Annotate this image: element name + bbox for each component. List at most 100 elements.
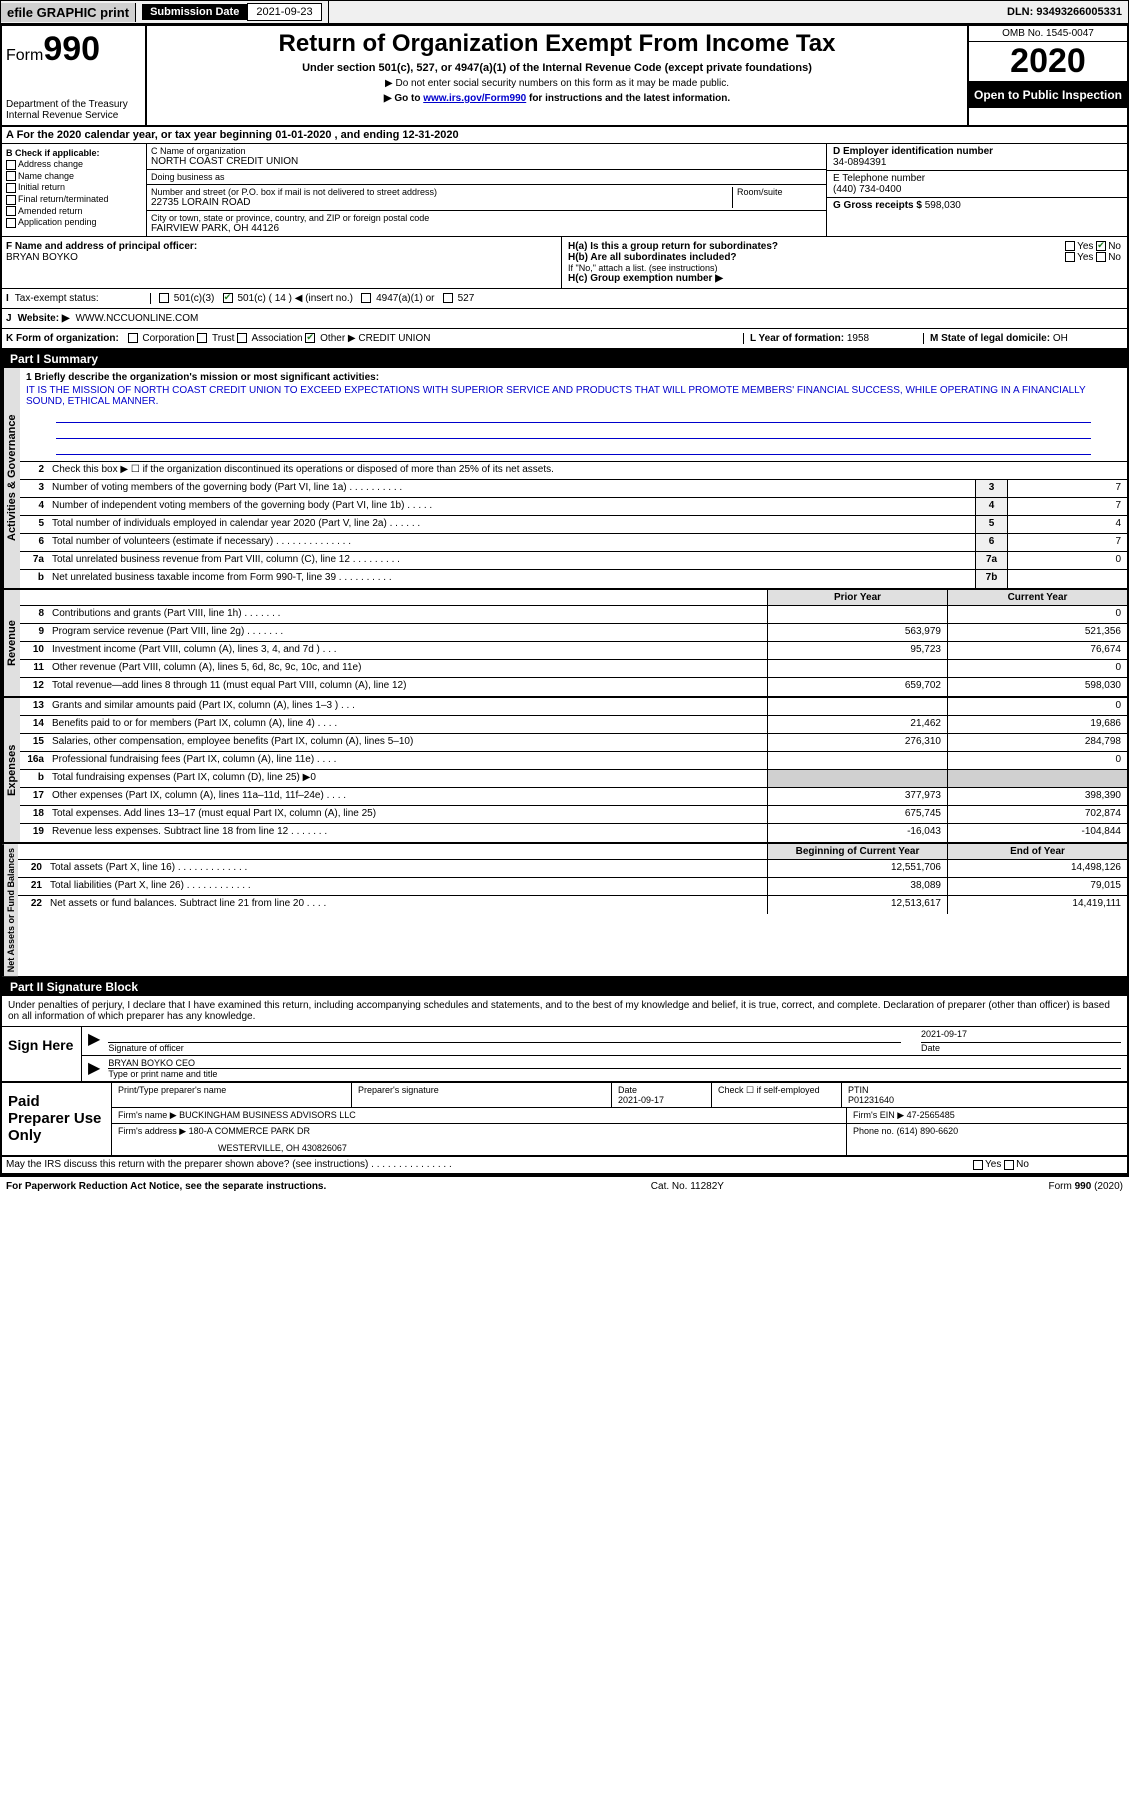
line-5: 5Total number of individuals employed in… [20,516,1127,534]
ln-val: 7 [1007,534,1127,551]
ptin: PTIN P01231640 [842,1083,1127,1107]
hb-no[interactable] [1096,252,1106,262]
ln-num: 8 [20,606,48,623]
sign-arrow-2: ▶ [88,1058,100,1079]
firm-name-value: BUCKINGHAM BUSINESS ADVISORS LLC [179,1110,356,1120]
note2-post: for instructions and the latest informat… [526,93,730,104]
officer-name-title: BRYAN BOYKO CEO [108,1058,1121,1069]
preparer-date-label: Date [618,1085,705,1095]
chk-other[interactable] [305,333,315,343]
website-row: J Website: ▶ WWW.NCCUONLINE.COM [2,309,1127,329]
ln-num: 19 [20,824,48,842]
ln-text: Total fundraising expenses (Part IX, col… [48,770,767,787]
chk-501c[interactable] [223,293,233,303]
chk-assoc[interactable] [237,333,247,343]
sig-date-label: Date [921,1043,1121,1053]
submission-date-value: 2021-09-23 [247,3,321,21]
identity-block: B Check if applicable: Address change Na… [2,144,1127,237]
boy-header: Beginning of Current Year [767,844,947,859]
line-6: 6Total number of volunteers (estimate if… [20,534,1127,552]
line-a: A For the 2020 calendar year, or tax yea… [2,127,1127,144]
hb-label: H(b) Are all subordinates included? [568,252,737,263]
discuss-text: May the IRS discuss this return with the… [2,1157,967,1173]
blank-line-3 [56,441,1091,455]
box-m-label: M State of legal domicile: [930,333,1050,344]
discuss-no[interactable] [1004,1160,1014,1170]
hc-line: H(c) Group exemption number ▶ [568,273,1121,284]
netassets-content: Beginning of Current Year End of Year 20… [18,844,1127,976]
ln-val: 7 [1007,480,1127,497]
ln-text: Total number of volunteers (estimate if … [48,534,975,551]
chk-501c3[interactable] [159,293,169,303]
ln-num: 3 [20,480,48,497]
opt-other-label: Other ▶ [320,333,355,344]
firm-addr1: 180-A COMMERCE PARK DR [189,1126,310,1136]
dba-label: Doing business as [151,172,822,182]
chk-final-return[interactable]: Final return/terminated [6,194,142,205]
dln-value: DLN: 93493266005331 [1001,4,1128,20]
chk-name-change[interactable]: Name change [6,171,142,182]
sign-here-label: Sign Here [2,1027,82,1081]
city-value: FAIRVIEW PARK, OH 44126 [151,223,822,234]
chk-initial-return[interactable]: Initial return [6,182,142,193]
sign-block: Sign Here ▶ Signature of officer 2021-09… [2,1027,1127,1083]
header-center: Return of Organization Exempt From Incom… [147,26,967,125]
opt-501c: 501(c) ( 14 ) ◀ (insert no.) [237,293,353,304]
line-15: 15Salaries, other compensation, employee… [20,734,1127,752]
current-year-val: 0 [947,752,1127,769]
line-21: 21Total liabilities (Part X, line 26) . … [18,878,1127,896]
discuss-yes[interactable] [973,1160,983,1170]
prior-year-val [767,770,947,787]
box-m-value: OH [1053,333,1068,344]
ln-num: 13 [20,698,48,715]
chk-pending[interactable]: Application pending [6,217,142,228]
footer-center: Cat. No. 11282Y [651,1181,724,1192]
activities-content: 1 Briefly describe the organization's mi… [20,368,1127,588]
ha-yes[interactable] [1065,241,1075,251]
ln-text: Grants and similar amounts paid (Part IX… [48,698,767,715]
chk-trust[interactable] [197,333,207,343]
opt-501c3: 501(c)(3) [174,293,215,304]
submission-date-label: Submission Date [142,4,247,20]
chk-amended[interactable]: Amended return [6,206,142,217]
hb-yes[interactable] [1065,252,1075,262]
chk-527[interactable] [443,293,453,303]
note-ssn: ▶ Do not enter social security numbers o… [155,78,959,89]
chk-final-return-label: Final return/terminated [18,194,109,204]
website-value: WWW.NCCUONLINE.COM [76,313,199,324]
chk-corp[interactable] [128,333,138,343]
phone-row: E Telephone number (440) 734-0400 [827,171,1127,198]
ln-num: 11 [20,660,48,677]
firm-addr2: WESTERVILLE, OH 430826067 [218,1143,840,1153]
efile-print-button[interactable]: efile GRAPHIC print [1,3,136,22]
ln-num: 18 [20,806,48,823]
hb-line: H(b) Are all subordinates included? Yes … [568,252,1121,263]
ln-box: 4 [975,498,1007,515]
ln-text: Net assets or fund balances. Subtract li… [46,896,767,914]
line-b: bTotal fundraising expenses (Part IX, co… [20,770,1127,788]
line-10: 10Investment income (Part VIII, column (… [20,642,1127,660]
blank-line-2 [56,425,1091,439]
ein-value: 34-0894391 [833,157,1121,168]
chk-address-change[interactable]: Address change [6,159,142,170]
opt-trust: Trust [212,333,234,344]
ein-row: D Employer identification number 34-0894… [827,144,1127,171]
chk-4947[interactable] [361,293,371,303]
ln-num: b [20,570,48,588]
ha-no[interactable] [1096,241,1106,251]
form-title: Return of Organization Exempt From Incom… [155,30,959,58]
ln-text: Salaries, other compensation, employee b… [48,734,767,751]
ln-val: 7 [1007,498,1127,515]
opt-4947: 4947(a)(1) or [376,293,434,304]
officer-label: F Name and address of principal officer: [6,241,557,252]
irs-link[interactable]: www.irs.gov/Form990 [423,93,526,104]
note-link-line: ▶ Go to www.irs.gov/Form990 for instruct… [155,93,959,104]
preparer-date: Date 2021-09-17 [612,1083,712,1107]
firm-ein-value: 47-2565485 [907,1110,955,1120]
current-year-val: 398,390 [947,788,1127,805]
line-16a: 16aProfessional fundraising fees (Part I… [20,752,1127,770]
ln-text: Contributions and grants (Part VIII, lin… [48,606,767,623]
street-row: Number and street (or P.O. box if mail i… [147,185,826,211]
ln-num: 20 [18,860,46,877]
ln-num: 15 [20,734,48,751]
